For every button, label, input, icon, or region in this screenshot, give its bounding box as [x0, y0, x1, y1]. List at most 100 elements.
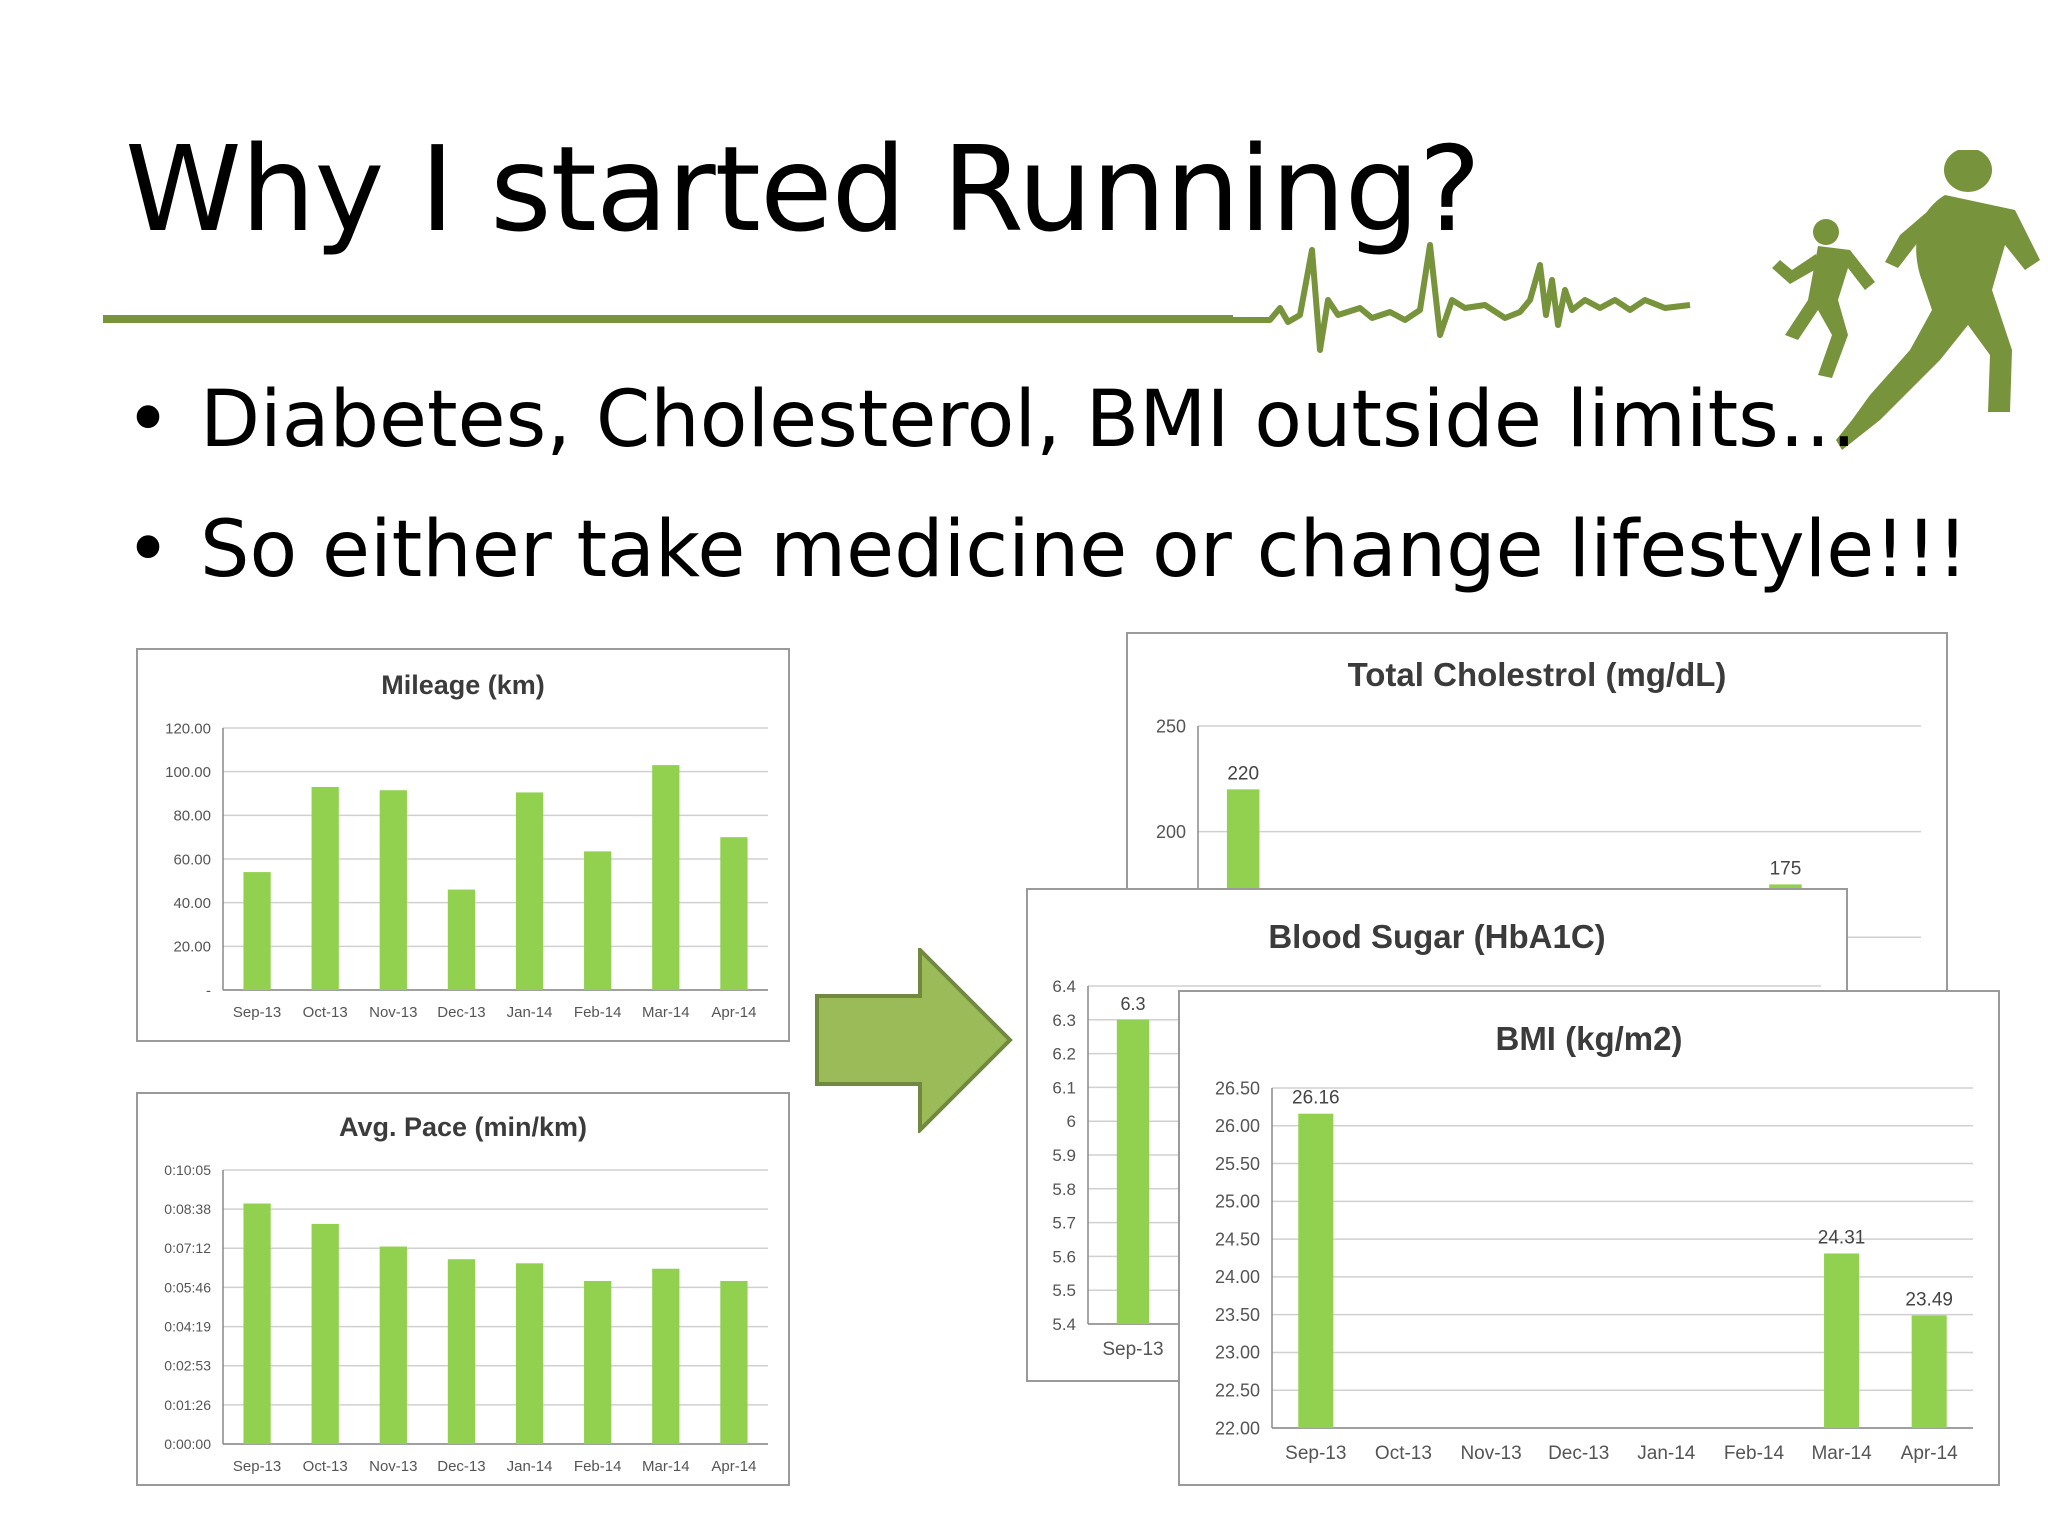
bar: [379, 790, 407, 990]
y-tick-label: 250: [1156, 716, 1186, 736]
y-tick-label: 100.00: [165, 764, 211, 781]
y-tick-label: 6.3: [1052, 1011, 1076, 1030]
y-tick-label: 0:02:53: [164, 1358, 211, 1374]
chart-title: Total Cholestrol (mg/dL): [1348, 656, 1727, 693]
y-tick-label: 0:00:00: [164, 1436, 211, 1452]
y-tick-label: 20.00: [173, 939, 211, 956]
y-tick-label: 5.6: [1052, 1247, 1076, 1266]
bar: [652, 765, 680, 990]
y-tick-label: 23.50: [1215, 1305, 1260, 1325]
bar: [584, 851, 612, 990]
y-tick-label: 0:08:38: [164, 1201, 211, 1217]
x-tick-label: Jan-14: [1637, 1443, 1696, 1464]
bar: [1824, 1253, 1860, 1428]
bar: [447, 1259, 476, 1444]
x-tick-label: Sep-13: [233, 1458, 281, 1475]
bullet-item: • Diabetes, Cholesterol, BMI outside limi…: [125, 375, 1968, 505]
bar: [311, 1223, 339, 1444]
y-tick-label: 22.00: [1215, 1418, 1260, 1438]
mileage-chart-svg: Mileage (km) - 20.00 40.00 60.00 80.00 100.00 1…: [165, 670, 768, 1021]
data-label: 6.3: [1120, 994, 1145, 1014]
chart-title: Blood Sugar (HbA1C): [1268, 918, 1605, 955]
y-tick-label: 200: [1156, 822, 1186, 842]
avg-pace-chart: Avg. Pace (min/km) 0:00:00 0:01:26 0:02:53 0…: [136, 1092, 790, 1486]
x-tick-label: Dec-13: [437, 1004, 485, 1021]
bar: [1911, 1315, 1947, 1428]
x-tick-label: Oct-13: [303, 1458, 348, 1475]
y-tick-label: 0:07:12: [164, 1240, 211, 1256]
x-tick-label: Mar-14: [642, 1458, 690, 1475]
x-tick-label: Feb-14: [1724, 1443, 1785, 1464]
y-tick-label: 120.00: [165, 720, 211, 737]
y-tick-label: 26.50: [1215, 1078, 1260, 1098]
y-tick-label: 6: [1067, 1112, 1076, 1131]
data-label: 23.49: [1905, 1289, 1953, 1310]
bar: [720, 1280, 748, 1444]
y-tick-label: 26.00: [1215, 1116, 1260, 1136]
bullet-list: • Diabetes, Cholesterol, BMI outside limi…: [125, 375, 1968, 635]
y-tick-label: 0:01:26: [164, 1397, 211, 1413]
bar: [1116, 1019, 1150, 1324]
x-tick-label: Sep-13: [1285, 1443, 1346, 1464]
bullet-text: So either take medicine or change lifest…: [200, 505, 1969, 595]
bullet-dot: •: [125, 505, 172, 595]
x-tick-label: Mar-14: [1811, 1443, 1872, 1464]
y-tick-label: 5.8: [1052, 1180, 1076, 1199]
data-label: 220: [1227, 763, 1259, 784]
y-tick-label: 5.9: [1052, 1146, 1076, 1165]
x-tick-label: Dec-13: [1548, 1443, 1609, 1464]
bar: [447, 889, 476, 990]
x-tick-label: Apr-14: [1901, 1443, 1958, 1464]
y-tick-label: 22.50: [1215, 1381, 1260, 1401]
x-tick-label: Sep-13: [233, 1004, 281, 1021]
y-tick-label: 0:05:46: [164, 1279, 211, 1295]
chart-title: Avg. Pace (min/km): [339, 1112, 587, 1142]
y-tick-label: 24.00: [1215, 1267, 1260, 1287]
y-tick-label: 6.4: [1052, 977, 1076, 996]
x-tick-label: Feb-14: [574, 1458, 622, 1475]
x-tick-label: Jan-14: [507, 1004, 553, 1021]
x-tick-label: Apr-14: [711, 1458, 756, 1475]
x-tick-label: Nov-13: [369, 1458, 417, 1475]
y-tick-label: 24.50: [1215, 1229, 1260, 1249]
y-tick-label: 25.50: [1215, 1154, 1260, 1174]
bmi-chart-svg: BMI (kg/m2) 22.00 22.50 23.00 23.50 24.00 24.5…: [1215, 1020, 1973, 1464]
right-arrow-icon: [815, 948, 1013, 1133]
x-tick-label: Nov-13: [1460, 1443, 1521, 1464]
x-tick-label: Sep-13: [1102, 1339, 1163, 1360]
y-tick-label: 5.7: [1052, 1214, 1076, 1233]
bar: [243, 1203, 271, 1444]
large-runner-icon: [1836, 150, 2040, 450]
y-tick-label: -: [206, 982, 211, 999]
bullet-dot: •: [125, 375, 172, 465]
bar: [720, 837, 748, 990]
x-tick-label: Jan-14: [507, 1458, 553, 1475]
y-tick-label: 6.2: [1052, 1045, 1076, 1064]
x-tick-label: Oct-13: [1375, 1443, 1432, 1464]
data-label: 175: [1770, 858, 1802, 879]
bullet-item: • So either take medicine or change lifes…: [125, 505, 1968, 635]
x-tick-label: Mar-14: [642, 1004, 690, 1021]
bar: [379, 1246, 407, 1444]
data-label: 24.31: [1818, 1227, 1866, 1248]
chart-title: Mileage (km): [381, 670, 545, 700]
x-tick-label: Feb-14: [574, 1004, 622, 1021]
x-tick-label: Apr-14: [711, 1004, 756, 1021]
chart-title: BMI (kg/m2): [1495, 1020, 1682, 1057]
slide-title: Why I started Running?: [125, 120, 1481, 258]
y-tick-label: 60.00: [173, 851, 211, 868]
y-tick-label: 0:10:05: [164, 1162, 211, 1178]
x-tick-label: Dec-13: [437, 1458, 485, 1475]
bar: [1298, 1113, 1334, 1428]
y-tick-label: 40.00: [173, 895, 211, 912]
bar: [652, 1268, 680, 1444]
bmi-chart: BMI (kg/m2) 22.00 22.50 23.00 23.50 24.00 24.5…: [1178, 990, 2000, 1486]
x-tick-label: Nov-13: [369, 1004, 417, 1021]
y-tick-label: 25.00: [1215, 1192, 1260, 1212]
y-tick-label: 23.00: [1215, 1343, 1260, 1363]
running-man-heartbeat-logo: [1230, 150, 2040, 450]
title-underline: [103, 315, 1233, 323]
bar: [311, 786, 339, 990]
bar: [515, 792, 544, 990]
y-tick-label: 80.00: [173, 808, 211, 825]
